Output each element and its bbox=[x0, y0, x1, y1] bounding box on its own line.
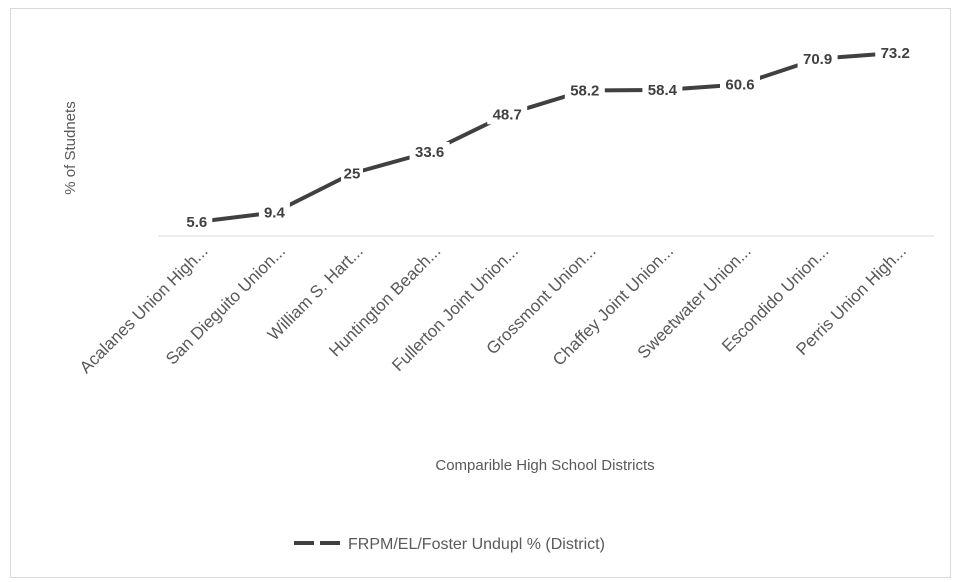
data-label: 25 bbox=[344, 166, 361, 183]
x-axis-title: Comparible High School Districts bbox=[435, 457, 654, 474]
series-line bbox=[196, 51, 896, 224]
data-label: 48.7 bbox=[493, 106, 522, 123]
data-label-background bbox=[642, 80, 683, 100]
data-label: 70.9 bbox=[803, 51, 832, 68]
y-axis-title: % of Studnets bbox=[62, 101, 79, 194]
series-line-layer bbox=[194, 51, 898, 224]
data-label: 58.2 bbox=[570, 83, 599, 100]
data-label-background bbox=[181, 212, 213, 232]
data-label: 73.2 bbox=[881, 45, 910, 62]
data-label-background bbox=[258, 202, 290, 223]
x-tick-label-layer: Acalanes Union High...San Dieguito Union… bbox=[76, 241, 910, 377]
chart-frame bbox=[10, 8, 951, 578]
data-label-background bbox=[797, 48, 838, 69]
data-label: 5.6 bbox=[186, 214, 207, 231]
data-label-background bbox=[341, 163, 363, 184]
legend-series-label: FRPM/EL/Foster Undupl % (District) bbox=[348, 536, 605, 553]
data-label-background bbox=[564, 80, 605, 101]
x-tick-label: Fullerton Joint Union... bbox=[388, 241, 522, 375]
data-label-background bbox=[409, 142, 450, 162]
data-label: 58.4 bbox=[648, 82, 678, 99]
data-label-background bbox=[487, 104, 528, 125]
x-tick-label: Acalanes Union High... bbox=[76, 241, 212, 377]
data-label: 33.6 bbox=[415, 144, 444, 161]
data-label-background bbox=[875, 43, 916, 63]
data-label-background bbox=[720, 74, 760, 95]
data-label: 9.4 bbox=[264, 205, 286, 222]
data-label-layer: 5.6 9.4 25 33.6 48.7 58.2 58.4 60.6 70.9 73.2 bbox=[181, 43, 916, 232]
legend: FRPM/EL/Foster Undupl % (District) bbox=[294, 536, 605, 553]
data-label: 60.6 bbox=[725, 77, 754, 94]
